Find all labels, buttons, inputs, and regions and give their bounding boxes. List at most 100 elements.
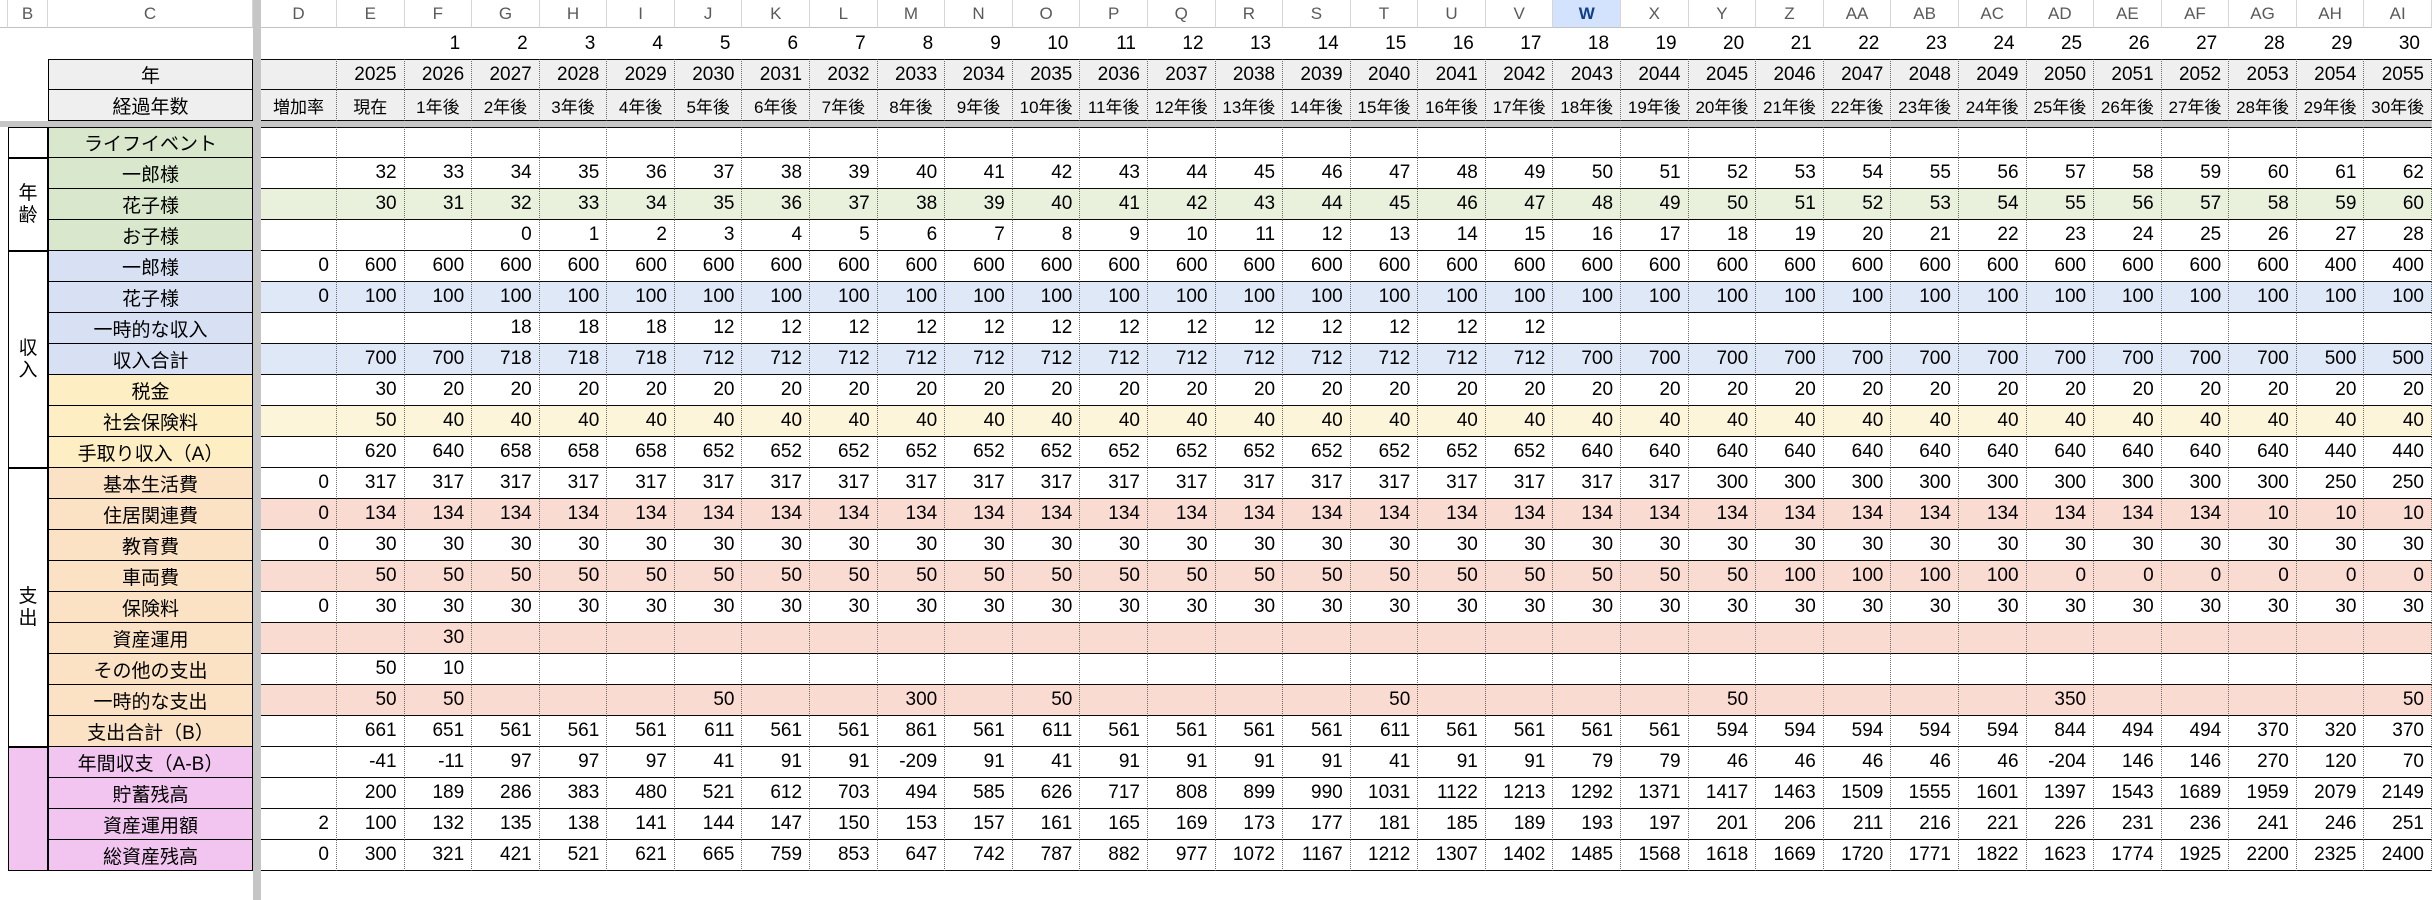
cell[interactable]: 1397 [2026, 778, 2095, 809]
cell[interactable]: 18 [1688, 220, 1757, 251]
cell[interactable]: 97 [539, 747, 608, 778]
cell[interactable] [810, 685, 878, 716]
cell[interactable]: 30 [1215, 592, 1284, 623]
cell[interactable]: 594 [1823, 716, 1892, 747]
cell[interactable]: 49 [1485, 158, 1554, 189]
cell[interactable] [2026, 127, 2095, 158]
cell[interactable] [1756, 313, 1824, 344]
cell[interactable] [1418, 654, 1486, 685]
cell[interactable]: 0 [2094, 561, 2162, 592]
cell[interactable] [1553, 685, 1622, 716]
elapsed-cell[interactable]: 29年後 [2296, 90, 2365, 121]
cell[interactable]: 20 [1823, 220, 1892, 251]
cell[interactable]: 40 [1283, 406, 1351, 437]
cell[interactable]: 600 [1756, 251, 1824, 282]
cell[interactable]: 500 [2296, 344, 2365, 375]
cell[interactable] [2094, 685, 2162, 716]
cell[interactable]: 34 [607, 189, 675, 220]
cell[interactable]: 62 [2364, 158, 2432, 189]
cell[interactable] [1756, 685, 1824, 716]
cell[interactable]: 20 [810, 375, 878, 406]
elapsed-cell[interactable]: 2年後 [472, 90, 540, 121]
cell[interactable]: 20 [2229, 375, 2297, 406]
cell[interactable] [674, 127, 743, 158]
cell[interactable] [2094, 623, 2162, 654]
cell[interactable]: 700 [1553, 344, 1622, 375]
cell[interactable]: 440 [2296, 437, 2365, 468]
cell[interactable]: 50 [472, 561, 540, 592]
column-index-cell[interactable]: 1 [449, 32, 461, 54]
cell[interactable]: 500 [2364, 344, 2432, 375]
cell[interactable]: 1509 [1823, 778, 1892, 809]
cell[interactable]: 169 [1147, 809, 1216, 840]
cell[interactable]: 30 [877, 530, 946, 561]
cell[interactable]: 50 [1283, 561, 1351, 592]
cell[interactable] [1958, 127, 2027, 158]
year-cell[interactable]: 2054 [2296, 59, 2365, 90]
cell[interactable]: 30 [1688, 592, 1757, 623]
cell[interactable] [404, 220, 473, 251]
cell[interactable]: 50 [337, 561, 405, 592]
elapsed-cell[interactable]: 10年後 [1012, 90, 1081, 121]
column-index-cell[interactable]: 10 [1047, 32, 1069, 54]
cell[interactable]: 25 [2161, 220, 2230, 251]
cell[interactable]: 40 [539, 406, 608, 437]
cell[interactable]: 16 [1553, 220, 1622, 251]
cell[interactable] [1012, 127, 1081, 158]
cell[interactable]: 20 [2161, 375, 2230, 406]
row-label[interactable]: 資産運用額 [48, 809, 253, 840]
cell[interactable]: 10 [2364, 499, 2432, 530]
column-index-cell[interactable]: 21 [1790, 32, 1812, 54]
cell[interactable]: 40 [1958, 406, 2027, 437]
cell[interactable]: 20 [1485, 375, 1554, 406]
cell[interactable]: 0 [2229, 561, 2297, 592]
cell[interactable] [472, 654, 540, 685]
cell[interactable]: 700 [2094, 344, 2162, 375]
column-header-AI[interactable]: AI [2364, 0, 2432, 28]
cell[interactable] [2296, 654, 2365, 685]
cell[interactable]: 300 [1958, 468, 2027, 499]
column-index-cell[interactable] [337, 28, 405, 59]
cell[interactable]: 718 [472, 344, 540, 375]
cell[interactable] [1283, 685, 1351, 716]
column-header-L[interactable]: L [810, 0, 878, 28]
cell[interactable]: 165 [1080, 809, 1148, 840]
cell[interactable]: 241 [2229, 809, 2297, 840]
column-index-cell[interactable]: 20 [1723, 32, 1745, 54]
cell[interactable] [1080, 623, 1148, 654]
cell[interactable]: 30 [1823, 592, 1892, 623]
cell[interactable]: 30 [472, 530, 540, 561]
cell[interactable]: 135 [472, 809, 540, 840]
elapsed-cell[interactable]: 15年後 [1350, 90, 1419, 121]
column-header-Q[interactable]: Q [1147, 0, 1216, 28]
cell[interactable]: 59 [2296, 189, 2365, 220]
cell[interactable]: 600 [2229, 251, 2297, 282]
cell[interactable]: 45 [1350, 189, 1419, 220]
cell[interactable]: 594 [1958, 716, 2027, 747]
elapsed-cell[interactable]: 1年後 [404, 90, 473, 121]
column-index-cell[interactable]: 5 [719, 32, 731, 54]
year-cell[interactable]: 2043 [1553, 59, 1622, 90]
cell[interactable]: 700 [2229, 344, 2297, 375]
cell[interactable]: 100 [1958, 561, 2027, 592]
cell[interactable]: 40 [2161, 406, 2230, 437]
cell[interactable] [2296, 623, 2365, 654]
cell[interactable]: 30 [404, 592, 473, 623]
cell[interactable]: 40 [877, 406, 946, 437]
cell[interactable]: 521 [539, 840, 608, 871]
rate-cell[interactable] [261, 127, 337, 158]
cell[interactable]: 46 [1418, 189, 1486, 220]
cell[interactable]: 134 [1756, 499, 1824, 530]
cell[interactable] [2296, 127, 2365, 158]
cell[interactable]: 712 [742, 344, 811, 375]
cell[interactable] [1688, 623, 1757, 654]
cell[interactable]: 30 [2364, 592, 2432, 623]
cell[interactable]: 600 [1553, 251, 1622, 282]
year-cell[interactable]: 2053 [2229, 59, 2297, 90]
cell[interactable]: 50 [337, 406, 405, 437]
cell[interactable]: 50 [1553, 561, 1622, 592]
cell[interactable]: 12 [1283, 313, 1351, 344]
cell[interactable]: 189 [1485, 809, 1554, 840]
cell[interactable]: 0 [2026, 561, 2095, 592]
cell[interactable] [1215, 127, 1284, 158]
